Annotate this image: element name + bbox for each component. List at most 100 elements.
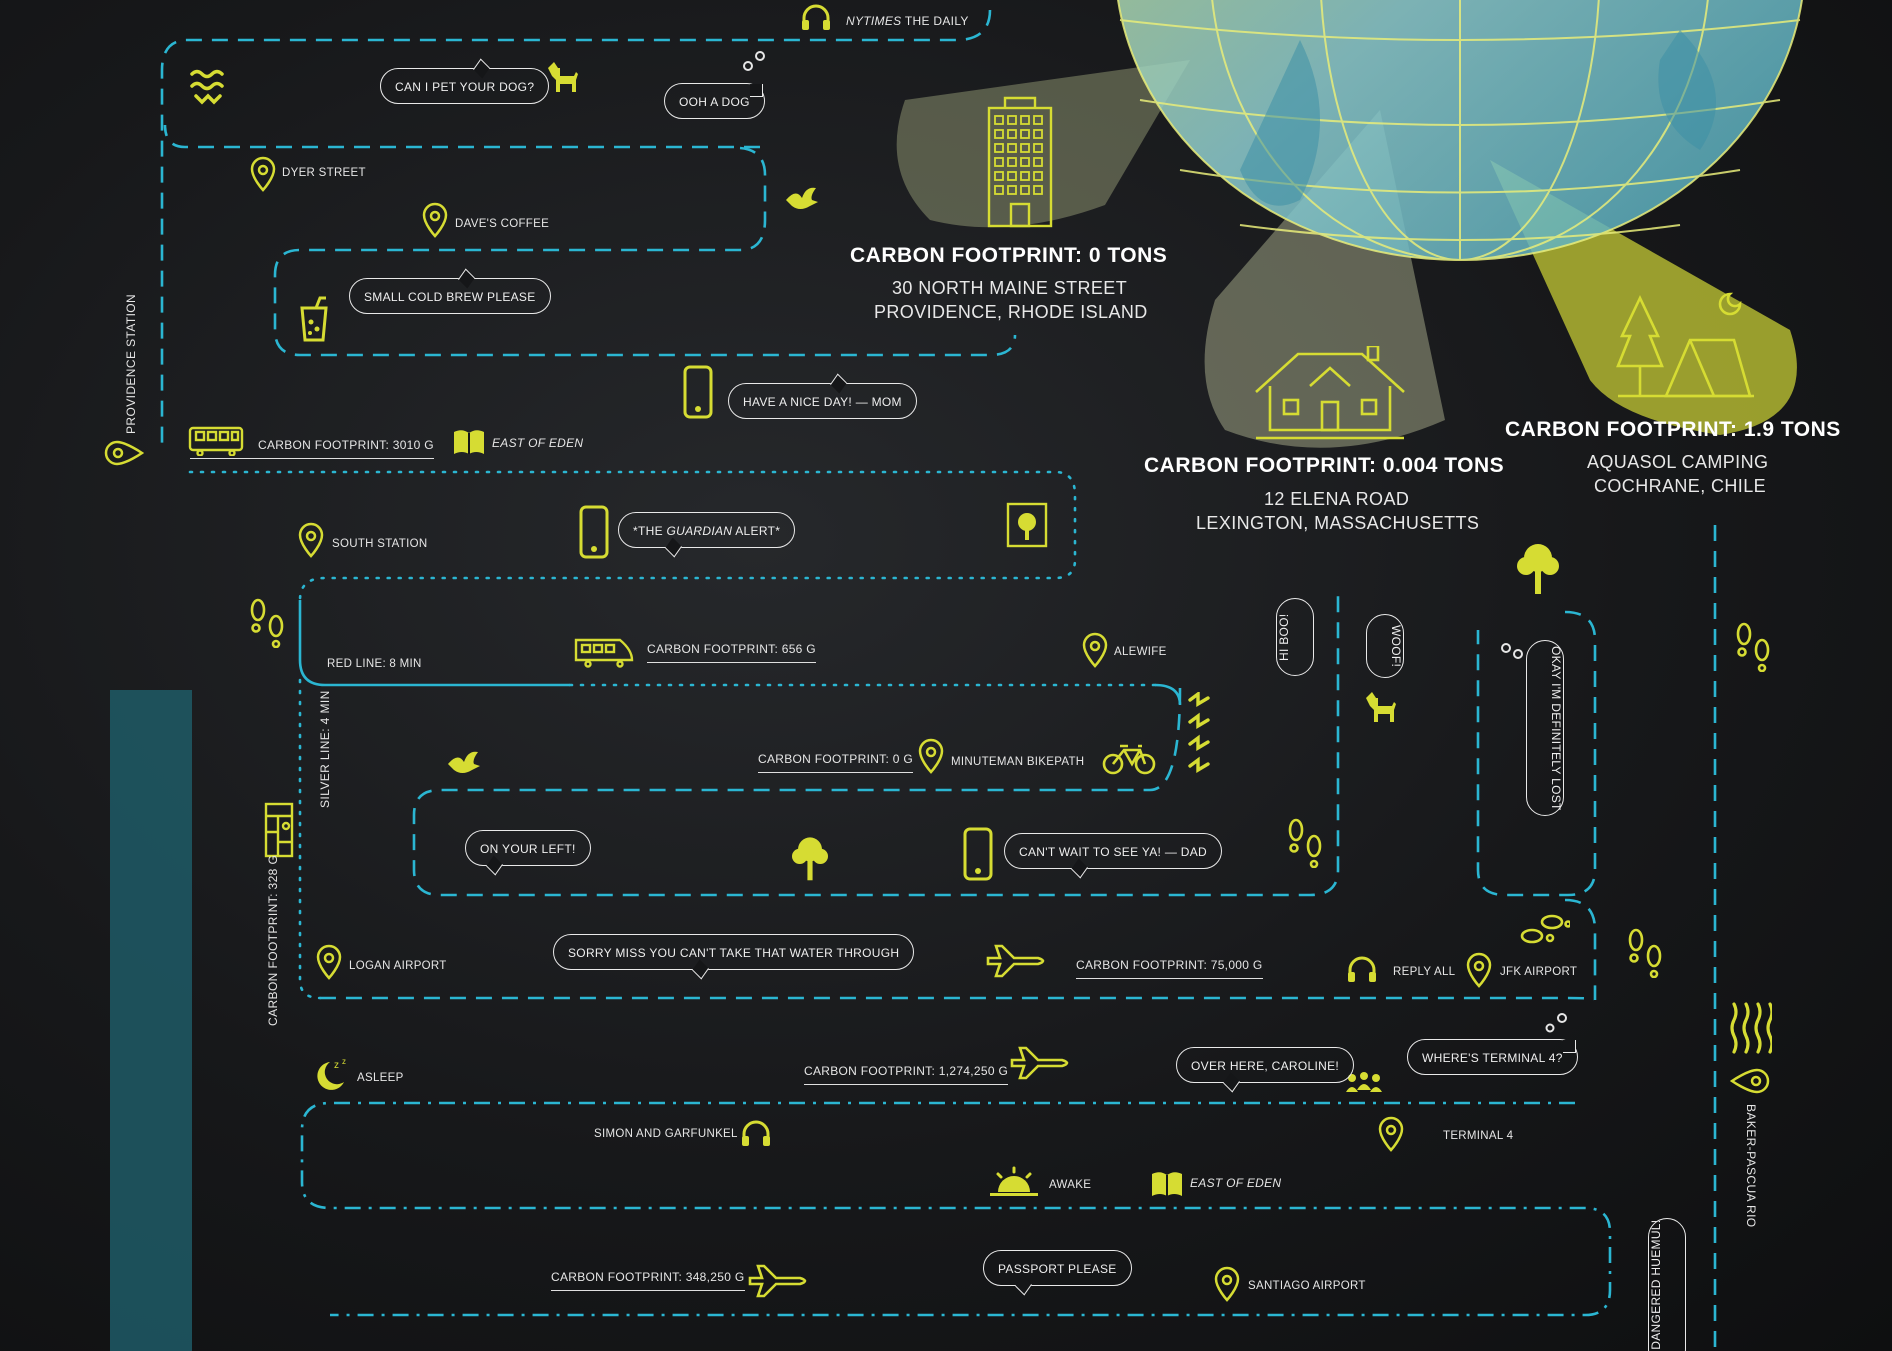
route-bike <box>412 590 1340 897</box>
building-window <box>994 157 1004 167</box>
building-window <box>1007 157 1017 167</box>
place-daves-coffee: DAVE'S COFFEE <box>455 218 550 230</box>
route-jfk <box>310 898 1597 1002</box>
location-pin-icon <box>1466 952 1492 988</box>
airplane-icon <box>748 1264 807 1298</box>
route-coffee <box>273 146 1017 357</box>
building-window <box>994 185 1004 195</box>
headphones-icon <box>1348 956 1376 982</box>
route-walk-2 <box>163 124 760 149</box>
route-lost <box>1476 610 1597 897</box>
tram-icon <box>574 638 634 668</box>
destination-title-cochrane: CARBON FOOTPRINT: 1.9 TONS <box>1505 418 1841 441</box>
building-window <box>1007 129 1017 139</box>
thought-bubble-terminal: WHERE'S TERMINAL 4? <box>1407 1039 1578 1075</box>
place-terminal-4: TERMINAL 4 <box>1443 1130 1514 1142</box>
smartphone-icon <box>963 827 993 881</box>
place-providence-station: PROVIDENCE STATION <box>124 293 138 434</box>
destination-address-lexington-line1: 12 ELENA ROAD <box>1264 489 1410 509</box>
place-jfk-airport: JFK AIRPORT <box>1500 966 1578 978</box>
building-window <box>1033 115 1043 125</box>
footprint-flight-jfk: CARBON FOOTPRINT: 75,000 G <box>1076 958 1263 979</box>
building-window <box>994 115 1004 125</box>
place-minuteman-bikepath: MINUTEMAN BIKEPATH <box>951 756 1085 768</box>
building-window <box>1007 115 1017 125</box>
building-window <box>1033 171 1043 181</box>
building-window <box>1020 115 1030 125</box>
footprints-icon <box>1736 622 1770 672</box>
speech-bubble-dad: CAN'T WAIT TO SEE YA! — DAD <box>1004 833 1222 869</box>
airplane-icon <box>1010 1046 1069 1080</box>
speech-bubble-hi-boo: HI BOO! <box>1276 598 1314 676</box>
location-pin-icon <box>1730 1068 1770 1094</box>
footprint-red-line: CARBON FOOTPRINT: 656 G <box>647 642 816 663</box>
speech-bubble-huemul: ENDANGERED HUEMUL! <box>1648 1218 1686 1351</box>
place-baker-pascua-rio: BAKER-PASCUA RIO <box>1744 1104 1758 1228</box>
route-red-line-end <box>1154 683 1182 706</box>
sunrise-icon <box>990 1166 1038 1196</box>
thought-bubbles-icon <box>1501 643 1523 659</box>
zigzag-arrows-icon <box>1188 692 1210 774</box>
teal-side-bar <box>110 690 192 1351</box>
podcast-label: NYTIMES THE DAILY <box>846 14 969 28</box>
speech-bubble-water: SORRY MISS YOU CAN'T TAKE THAT WATER THR… <box>553 934 915 970</box>
red-line-time: RED LINE: 8 MIN <box>327 658 422 670</box>
office-building-icon <box>987 96 1053 228</box>
speech-bubble-guardian: *THE GUARDIAN ALERT* <box>618 512 796 548</box>
location-pin-icon <box>1378 1116 1404 1152</box>
footprints-icon <box>250 598 284 648</box>
speech-bubble-mom: HAVE A NICE DAY! — MOM <box>728 383 917 419</box>
iced-drink-icon <box>300 296 328 342</box>
route-train <box>188 470 1077 602</box>
book-east-of-eden-2: EAST OF EDEN <box>1190 1176 1282 1190</box>
asleep-label: ASLEEP <box>357 1072 404 1084</box>
footprint-flight-santiago: CARBON FOOTPRINT: 1,274,250 G <box>804 1064 1009 1085</box>
building-window <box>1020 129 1030 139</box>
footprint-flight-chile: CARBON FOOTPRINT: 348,250 G <box>551 1270 745 1291</box>
route-flight <box>300 1101 1612 1317</box>
open-book-icon <box>454 430 484 454</box>
place-dyer-street: DYER STREET <box>282 167 366 179</box>
footprints-icon <box>1520 914 1570 944</box>
tree-icon <box>1517 544 1559 594</box>
smartphone-icon <box>579 505 609 559</box>
speech-bubble-on-your-left: ON YOUR LEFT! <box>465 830 591 866</box>
thought-bubbles-icon <box>1545 1013 1567 1033</box>
bicycle-icon <box>1102 744 1156 775</box>
destination-address-cochrane-line2: COCHRANE, CHILE <box>1594 476 1767 496</box>
svg-text:z: z <box>342 1057 346 1066</box>
headphones-icon <box>742 1120 770 1146</box>
building-window <box>1007 171 1017 181</box>
framed-tree-icon <box>1006 502 1048 548</box>
location-pin-icon <box>918 738 944 774</box>
headphones-icon <box>802 4 830 30</box>
location-pin-icon <box>250 156 276 192</box>
speech-bubble-passport: PASSPORT PLEASE <box>983 1250 1132 1286</box>
thought-bubbles-icon <box>743 51 765 71</box>
footprint-train: CARBON FOOTPRINT: 3010 G <box>190 438 434 459</box>
house-icon <box>1255 346 1405 440</box>
building-window <box>1033 157 1043 167</box>
route-silver <box>298 678 322 1000</box>
bird-icon <box>448 751 480 773</box>
spotlight-beam-1 <box>896 60 1190 228</box>
tree-icon <box>792 837 828 881</box>
speech-bubble-pet-dog: CAN I PET YOUR DOG? <box>380 68 550 104</box>
destination-address-providence-line1: 30 NORTH MAINE STREET <box>892 278 1128 298</box>
train-icon <box>188 426 244 456</box>
building-window <box>1033 143 1043 153</box>
book-east-of-eden: EAST OF EDEN <box>492 436 584 450</box>
route-red-line <box>298 600 570 687</box>
location-pin-icon <box>422 202 448 238</box>
bird-icon <box>786 187 818 209</box>
airplane-icon <box>986 944 1045 978</box>
building-window <box>1020 171 1030 181</box>
building-window <box>1020 143 1030 153</box>
building-window <box>1020 185 1030 195</box>
building-window <box>1033 185 1043 195</box>
destination-address-providence-line2: PROVIDENCE, RHODE ISLAND <box>874 302 1148 322</box>
reply-all: REPLY ALL <box>1393 966 1456 978</box>
